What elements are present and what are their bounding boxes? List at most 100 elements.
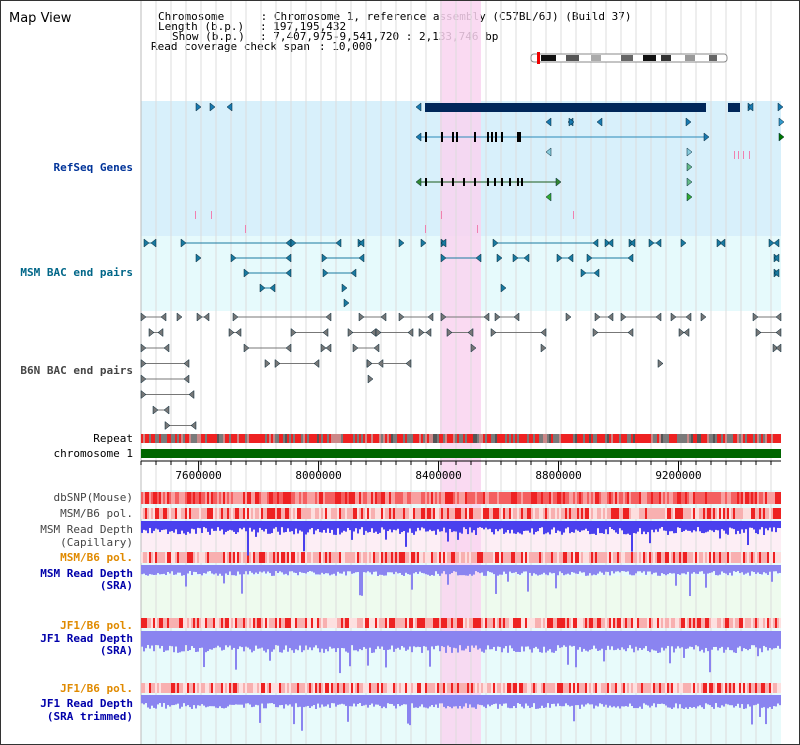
msm-depth-capillary-bar (369, 521, 371, 532)
dbsnp-density (349, 492, 351, 504)
jf1-pol-trimmed-density (533, 683, 535, 693)
jf1-pol-density (667, 618, 669, 628)
msm-pol-sra-density (755, 552, 757, 563)
jf1-pol-trimmed-density (775, 683, 777, 693)
msm-pol-density (411, 508, 413, 519)
jf1-depth-sra-bar (337, 631, 339, 649)
jf1-pol-density (577, 618, 579, 628)
jf1-depth-trimmed-bar (487, 695, 489, 705)
dbsnp-density (601, 492, 603, 504)
msm-depth-sra-bar (733, 565, 735, 572)
dbsnp-density (327, 492, 329, 504)
jf1-pol-density (455, 618, 457, 628)
jf1-depth-trimmed-bar (389, 695, 391, 704)
jf1-depth-sra-bar (451, 631, 453, 653)
b6n-bac-track-label[interactable]: B6N BAC end pairs (20, 364, 133, 377)
dbsnp-density (361, 492, 363, 504)
msm-depth-capillary-bar (443, 521, 445, 528)
b6n-bac-pair-start (592, 327, 599, 338)
jf1-pol-density (159, 618, 161, 628)
repeat-segment (551, 434, 553, 443)
msm-pol-density (463, 508, 465, 519)
jf1-pol-density (647, 618, 649, 628)
jf1-depth-trimmed-bar (455, 695, 457, 707)
repeat-segment (565, 434, 567, 443)
refseq-track-label[interactable]: RefSeq Genes (53, 161, 133, 174)
jf1-depth-trimmed-bar (667, 695, 669, 708)
repeat-segment (509, 434, 511, 443)
msm-pol-density (449, 508, 451, 519)
dbsnp-density (383, 492, 385, 504)
refseq-minor-tick (195, 211, 196, 219)
jf1-pol-density (709, 618, 711, 628)
jf1-depth-sra-bar (631, 631, 633, 649)
jf1-pol-density (725, 618, 727, 628)
msm-depth-sra-bar (739, 565, 741, 574)
jf1-depth-sra-bar (755, 631, 757, 648)
msm-depth-sra-bar (545, 565, 547, 575)
dbsnp-density (667, 492, 669, 504)
msm-pol-density (757, 508, 759, 519)
dbsnp-density (589, 492, 591, 504)
jf1-pol-trimmed-density (271, 683, 273, 693)
jf1-pol-trimmed-density (745, 683, 747, 693)
jf1-depth-trimmed-bar (453, 695, 455, 707)
jf1-pol-trimmed-density (617, 683, 619, 693)
repeat-segment (677, 434, 679, 443)
msm-depth-sra-bar (199, 565, 201, 574)
jf1-pol-density (199, 618, 201, 628)
dbsnp-density (491, 492, 493, 504)
msm-depth-capillary-bar (155, 521, 157, 529)
msm-bac-pair-end (440, 238, 447, 248)
jf1-pol-trimmed-density (289, 683, 291, 693)
jf1-depth-sra-bar (423, 631, 425, 647)
jf1-pol-trimmed-density (371, 683, 373, 693)
jf1-depth-trimmed-bar (145, 695, 147, 704)
msm-pol-density (337, 508, 339, 519)
repeat-segment (669, 434, 671, 443)
msm-depth-sra-bar (327, 565, 329, 574)
jf1-depth-sra-bar (263, 631, 265, 651)
msm-depth-capillary-bar (397, 521, 399, 529)
jf1-pol-trimmed-density (709, 683, 711, 693)
jf1-depth-trimmed-bar (401, 695, 403, 706)
repeat-segment (601, 434, 603, 443)
dbsnp-density (779, 492, 781, 504)
msm-depth-capillary-bar (279, 521, 281, 535)
jf1-pol-trimmed-density (517, 683, 519, 693)
msm-pol-sra-density (659, 552, 661, 563)
msm-bac-track-label[interactable]: MSM BAC end pairs (20, 266, 133, 279)
jf1-depth-trimmed-bar (773, 695, 775, 707)
jf1-depth-sra-bar (369, 631, 371, 648)
jf1-pol-density (505, 618, 507, 628)
repeat-segment (457, 434, 459, 443)
jf1-pol-density (265, 618, 267, 628)
msm-depth-sra-bar (541, 565, 543, 575)
msm-pol-sra-density (395, 552, 397, 563)
jf1-pol-trimmed-density (525, 683, 527, 693)
jf1-depth-sra-bar (537, 631, 539, 649)
msm-depth-sra-bar (287, 565, 289, 576)
refseq-minor-tick (743, 151, 744, 159)
dbsnp-density (433, 492, 435, 504)
msm-depth-sra-bar (455, 565, 457, 572)
jf1-depth-trimmed-bar (311, 695, 313, 707)
msm-depth-sra-bar (599, 565, 601, 572)
jf1-depth-sra-bar (721, 631, 723, 647)
repeat-segment (719, 434, 721, 443)
jf1-depth-trimmed-bar (751, 695, 753, 725)
dbsnp-density (435, 492, 437, 504)
jf1-depth-sra-bar (605, 631, 607, 651)
jf1-depth-sra-bar (365, 631, 367, 649)
jf1-depth-sra-bar (355, 631, 357, 651)
msm-pol-density (369, 508, 371, 519)
msm-pol-sra-density (317, 552, 319, 563)
refseq-gene-arrow (778, 117, 785, 127)
jf1-pol-density (485, 618, 487, 628)
repeat-segment (487, 434, 489, 443)
msm-depth-capillary-bar (167, 521, 169, 534)
jf1-pol-trimmed-density (167, 683, 169, 693)
jf1-depth-sra-bar (533, 631, 535, 649)
msm-pol-sra-density (535, 552, 537, 563)
